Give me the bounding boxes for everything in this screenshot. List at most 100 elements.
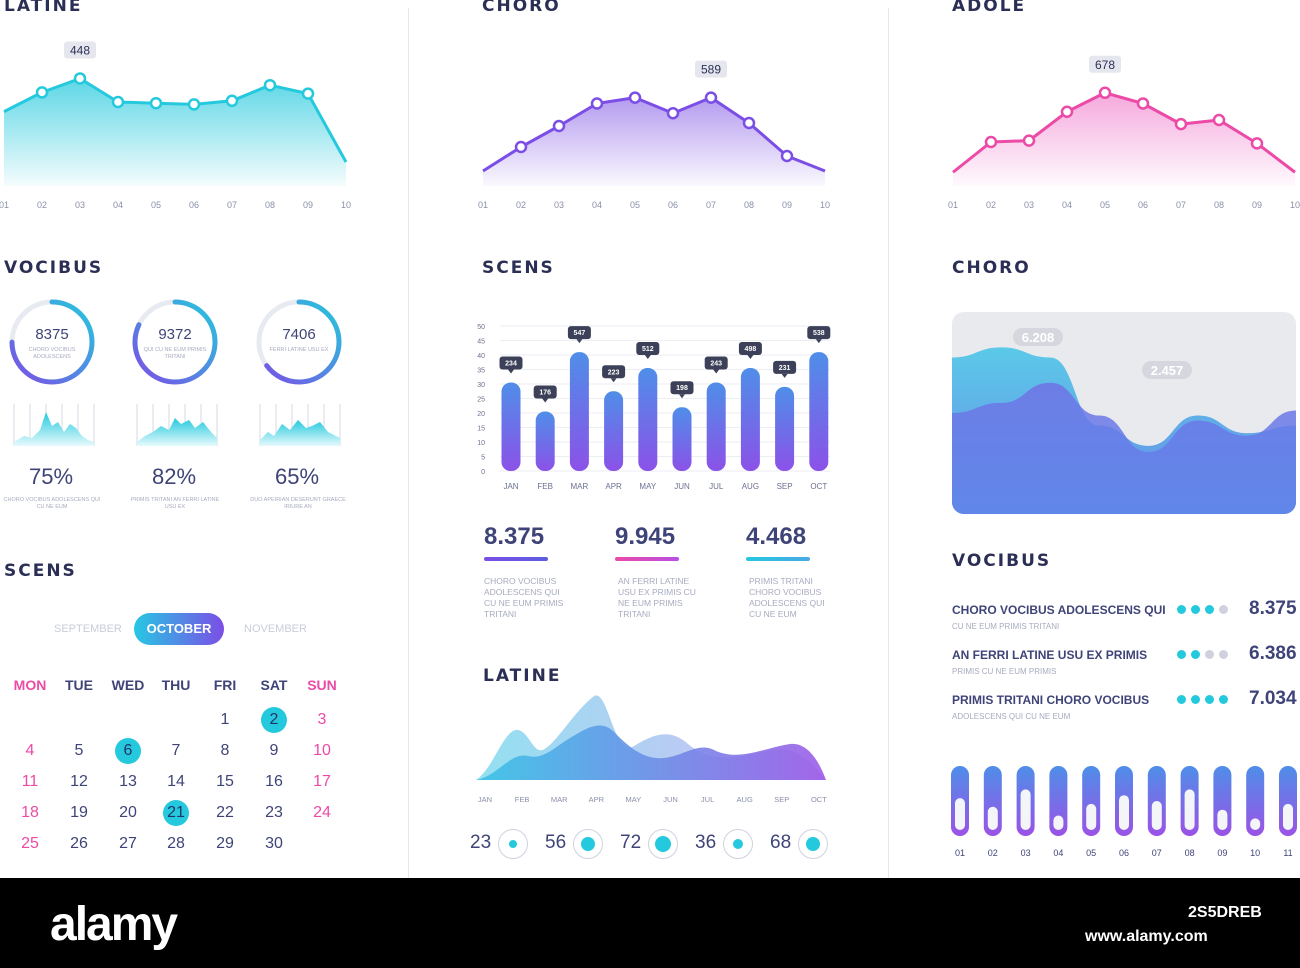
line-area-fill [4, 78, 346, 186]
list-item-dot [1191, 695, 1200, 704]
list-item-dot [1191, 605, 1200, 614]
choro-wave-chart: 6.208 2.457 [952, 312, 1296, 514]
calendar-day[interactable]: 7 [171, 742, 181, 759]
calendar-day[interactable]: 24 [313, 804, 331, 821]
choro-line-title: CHORO [482, 0, 561, 16]
x-tick-label: 01 [954, 848, 965, 858]
column-divider-2 [888, 8, 889, 878]
latine-area-title: LATINE [483, 666, 562, 686]
calendar-day[interactable]: 20 [119, 804, 137, 821]
stat-sub-2: AN FERRI LATINE USU EX PRIMIS CU NE EUM … [618, 576, 696, 619]
y-tick-label: 45 [477, 339, 485, 346]
bar [672, 407, 692, 471]
wave-series-2 [952, 382, 1296, 514]
calendar-day[interactable]: 9 [269, 742, 279, 759]
calendar-day[interactable]: 1 [220, 711, 230, 728]
list-item-dot [1219, 605, 1228, 614]
x-tick-label: FEB [514, 795, 530, 804]
calendar-day[interactable]: 17 [313, 773, 331, 790]
data-point [301, 87, 315, 100]
wave-annotation-box [1013, 328, 1063, 346]
x-tick-label: 06 [1138, 200, 1148, 210]
bar-label-box [602, 365, 626, 379]
vbar-fill [1086, 803, 1097, 830]
vbar-fill [1151, 801, 1162, 830]
calendar-day[interactable]: 6 [115, 738, 141, 764]
bar-label-pointer [542, 398, 549, 403]
calendar-day[interactable]: 12 [70, 773, 88, 790]
x-tick-label: AUG [736, 795, 753, 804]
x-tick-label: 02 [37, 200, 47, 210]
calendar-day[interactable]: 8 [220, 742, 230, 759]
calendar-day[interactable]: 2 [261, 707, 287, 733]
data-point [552, 119, 566, 133]
list-item-dot [1219, 695, 1228, 704]
bar-label-pointer [679, 394, 685, 399]
circle-ring [723, 829, 753, 859]
calendar-day[interactable]: 14 [167, 773, 185, 790]
annotation-label: 448 [70, 43, 90, 57]
x-tick-label: 02 [987, 848, 998, 858]
calendar-day[interactable]: 11 [21, 773, 39, 790]
choro-line-chart: 589 01 02 03 04 05 06 07 08 09 10 [478, 60, 830, 210]
calendar-day[interactable]: 18 [21, 804, 39, 821]
data-point [1212, 113, 1226, 127]
bar-data-label: 234 [505, 361, 517, 368]
annotation-box [64, 41, 96, 59]
ring-sub-3: FERRI LATINE USU EX [269, 347, 329, 353]
y-tick-label: 20 [477, 411, 485, 418]
bar [740, 368, 760, 471]
stat-value-3: 4.468 [746, 523, 807, 550]
circle-ring [648, 829, 678, 859]
calendar-day[interactable]: 22 [216, 804, 234, 821]
calendar-day[interactable]: 3 [317, 711, 327, 728]
calendar-day[interactable]: 21 [163, 800, 189, 826]
data-point [984, 135, 998, 149]
x-tick-label: APR [605, 482, 622, 491]
x-tick-label: SEP [774, 795, 790, 804]
x-tick-label: FEB [537, 482, 553, 491]
calendar-day[interactable]: 4 [25, 742, 35, 759]
x-tick-label: 05 [1100, 200, 1110, 210]
weekday-label: SAT [260, 677, 288, 693]
calendar-day[interactable]: 29 [216, 835, 234, 852]
calendar-day[interactable]: 5 [74, 742, 84, 759]
x-tick-label: 04 [1062, 200, 1072, 210]
x-tick-label: 08 [265, 200, 275, 210]
percent-sub-2: PRIMIS TRITANI AN FERRI LATINE USU EX [130, 497, 220, 510]
calendar-day[interactable]: 10 [313, 742, 331, 759]
data-point [704, 91, 718, 104]
calendar-day[interactable]: 13 [119, 773, 137, 790]
calendar-day[interactable]: 15 [216, 773, 234, 790]
y-tick-label: 5 [481, 455, 485, 462]
month-prev[interactable]: SEPTEMBER [54, 623, 122, 635]
calendar-day[interactable]: 26 [70, 835, 88, 852]
list-item-dot [1177, 605, 1186, 614]
calendar-day[interactable]: 30 [265, 835, 283, 852]
list-item-sub: CU NE EUM PRIMIS TRITANI [952, 622, 1060, 631]
bar-label-box [499, 356, 523, 370]
annotation-label: 589 [701, 63, 721, 77]
calendar-day[interactable]: 19 [70, 804, 88, 821]
bar-label-pointer [508, 369, 514, 374]
bar-data-label: 176 [539, 390, 551, 397]
x-tick-label: 10 [1250, 848, 1261, 858]
calendar-day[interactable]: 28 [167, 835, 185, 852]
calendar-day[interactable]: 16 [265, 773, 283, 790]
vbar-fill [1020, 789, 1031, 830]
month-next[interactable]: NOVEMBER [244, 623, 307, 635]
x-tick-label: 01 [478, 200, 488, 210]
x-tick-label: 09 [303, 200, 313, 210]
annotation-label: 678 [1095, 58, 1115, 72]
circle-ring [498, 829, 528, 859]
vbar-fill [1184, 789, 1195, 830]
x-tick-label: SEP [777, 482, 793, 491]
stat-sub-1: CHORO VOCIBUS ADOLESCENS QUI CU NE EUM P… [484, 576, 564, 619]
month-current[interactable]: OCTOBER [134, 613, 224, 645]
calendar-day[interactable]: 25 [21, 835, 39, 852]
list-item-sub: ADOLESCENS QUI CU NE EUM [952, 712, 1071, 721]
calendar-day[interactable]: 27 [119, 835, 137, 852]
data-point [187, 98, 201, 111]
calendar-day[interactable]: 23 [265, 804, 283, 821]
weekday-label: MON [13, 677, 47, 693]
